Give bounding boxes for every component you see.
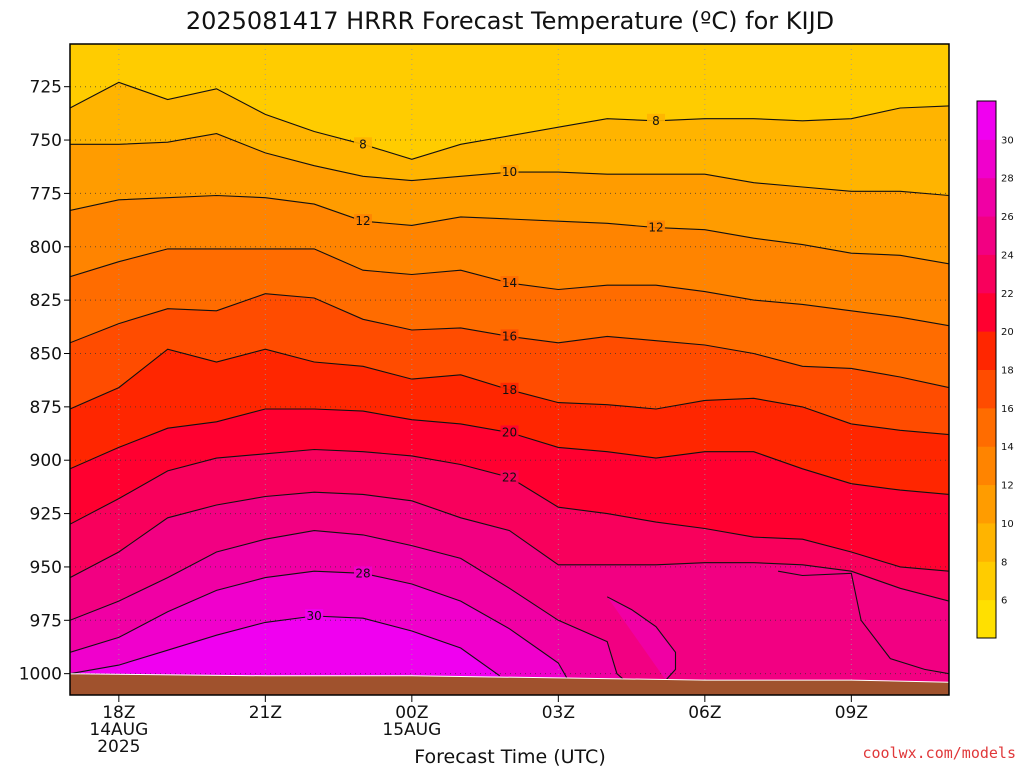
colorbar-swatch bbox=[977, 522, 996, 562]
colorbar-label: 16 bbox=[1001, 404, 1014, 415]
colorbar: 6 8 10 12 14 16 18 20 22 24 26 28 30 bbox=[976, 100, 1014, 639]
y-tick-label: 900 bbox=[30, 451, 62, 471]
colorbar-swatch bbox=[977, 177, 996, 217]
x-tick-label: 21Z bbox=[249, 703, 282, 723]
y-tick-label: 775 bbox=[30, 184, 62, 204]
colorbar-label: 26 bbox=[1001, 212, 1014, 223]
contour-label-bg bbox=[647, 113, 665, 127]
colorbar-label: 8 bbox=[1001, 557, 1007, 568]
band-26-extra bbox=[607, 596, 676, 681]
grid-lines bbox=[70, 44, 949, 695]
y-tick-label: 725 bbox=[30, 78, 62, 98]
temperature-bands bbox=[70, 82, 949, 695]
contour-label-20: 20 bbox=[502, 425, 517, 439]
x-tick-label: 2025 bbox=[97, 737, 140, 757]
contour-28 bbox=[70, 570, 569, 681]
contour-26 bbox=[70, 530, 628, 683]
y-axis: 725 750 775 800 825 850 875 900 925 950 975 1000 bbox=[19, 78, 70, 685]
y-tick-label: 800 bbox=[30, 238, 62, 258]
contour-label-bg bbox=[500, 382, 519, 396]
colorbar-swatch bbox=[977, 216, 996, 255]
colorbar-swatch bbox=[977, 101, 996, 140]
colorbar-frame bbox=[976, 100, 997, 639]
colorbar-swatch bbox=[977, 292, 996, 332]
chart-title: 2025081417 HRRR Forecast Temperature (ºC… bbox=[186, 7, 834, 35]
colorbar-label: 14 bbox=[1001, 442, 1014, 453]
x-tick-label: 06Z bbox=[688, 703, 721, 723]
y-tick-label: 875 bbox=[30, 398, 62, 418]
plot-area: 8 8 10 12 12 14 16 18 20 22 28 30 bbox=[70, 44, 949, 695]
colorbar-swatch bbox=[977, 446, 996, 486]
contour-label-bg bbox=[500, 470, 519, 484]
y-tick-label: 925 bbox=[30, 505, 62, 525]
contour-24 bbox=[778, 570, 949, 675]
colorbar-label: 22 bbox=[1001, 289, 1014, 300]
y-tick-label: 1000 bbox=[19, 665, 62, 685]
ground-surface bbox=[70, 673, 949, 695]
contour-label-12: 12 bbox=[355, 214, 370, 228]
contour-label-8: 8 bbox=[652, 114, 660, 128]
contour-label-bg bbox=[500, 276, 519, 290]
contour-label-bg bbox=[500, 425, 519, 439]
colorbar-label: 10 bbox=[1001, 519, 1014, 530]
colorbar-swatch bbox=[977, 599, 996, 639]
contour-label-28: 28 bbox=[355, 566, 370, 580]
contour-8 bbox=[70, 81, 949, 160]
y-tick-label: 950 bbox=[30, 558, 62, 578]
contour-label-22: 22 bbox=[502, 470, 517, 484]
contour-label-bg bbox=[354, 566, 372, 580]
colorbar-label: 6 bbox=[1001, 596, 1007, 607]
contour-label-30: 30 bbox=[307, 609, 322, 623]
x-tick-label: 09Z bbox=[835, 703, 868, 723]
colorbar-label: 28 bbox=[1001, 174, 1014, 185]
contour-label-16: 16 bbox=[502, 329, 517, 343]
y-tick-label: 750 bbox=[30, 131, 62, 151]
colorbar-swatch bbox=[977, 407, 996, 447]
x-tick-label: 03Z bbox=[542, 703, 575, 723]
colorbar-label: 24 bbox=[1001, 250, 1014, 261]
colorbar-swatch bbox=[977, 369, 996, 409]
contour-12 bbox=[70, 194, 949, 265]
band-24-extra bbox=[778, 571, 949, 674]
colorbar-label: 20 bbox=[1001, 327, 1014, 338]
colorbar-swatch bbox=[977, 254, 996, 294]
contour-label-12: 12 bbox=[648, 221, 663, 235]
y-tick-label: 975 bbox=[30, 611, 62, 631]
contour-30 bbox=[70, 615, 501, 677]
credit-link[interactable]: coolwx.com/models bbox=[862, 744, 1016, 762]
contour-label-18: 18 bbox=[502, 383, 517, 397]
colorbar-swatch bbox=[977, 561, 996, 601]
contour-24 bbox=[70, 491, 949, 602]
contour-lines: 8 8 10 12 12 14 16 18 20 22 28 30 bbox=[70, 81, 949, 683]
contour-26 bbox=[606, 596, 677, 681]
contour-label-8: 8 bbox=[359, 137, 367, 151]
contour-label-10: 10 bbox=[502, 165, 517, 179]
contour-label-bg bbox=[647, 220, 665, 234]
plot-frame bbox=[69, 43, 950, 696]
x-axis-label: Forecast Time (UTC) bbox=[414, 746, 605, 768]
colorbar-swatch bbox=[977, 139, 996, 179]
x-tick-label: 00Z bbox=[395, 703, 428, 723]
colorbar-swatch bbox=[977, 484, 996, 524]
contour-label-bg bbox=[500, 165, 519, 179]
colorbar-label: 30 bbox=[1001, 135, 1014, 146]
x-tick-label: 15AUG bbox=[382, 720, 441, 740]
colorbar-swatch bbox=[977, 331, 996, 370]
contour-label-bg bbox=[354, 137, 372, 151]
colorbar-label: 18 bbox=[1001, 366, 1014, 377]
contour-label-bg bbox=[500, 329, 519, 343]
contour-label-14: 14 bbox=[502, 276, 517, 290]
x-tick-label: 14AUG bbox=[89, 720, 148, 740]
colorbar-label: 12 bbox=[1001, 481, 1014, 492]
x-tick-label: 18Z bbox=[102, 703, 135, 723]
y-tick-label: 825 bbox=[30, 291, 62, 311]
contour-label-bg bbox=[305, 609, 324, 623]
contour-label-bg bbox=[354, 214, 372, 228]
y-tick-label: 850 bbox=[30, 344, 62, 364]
